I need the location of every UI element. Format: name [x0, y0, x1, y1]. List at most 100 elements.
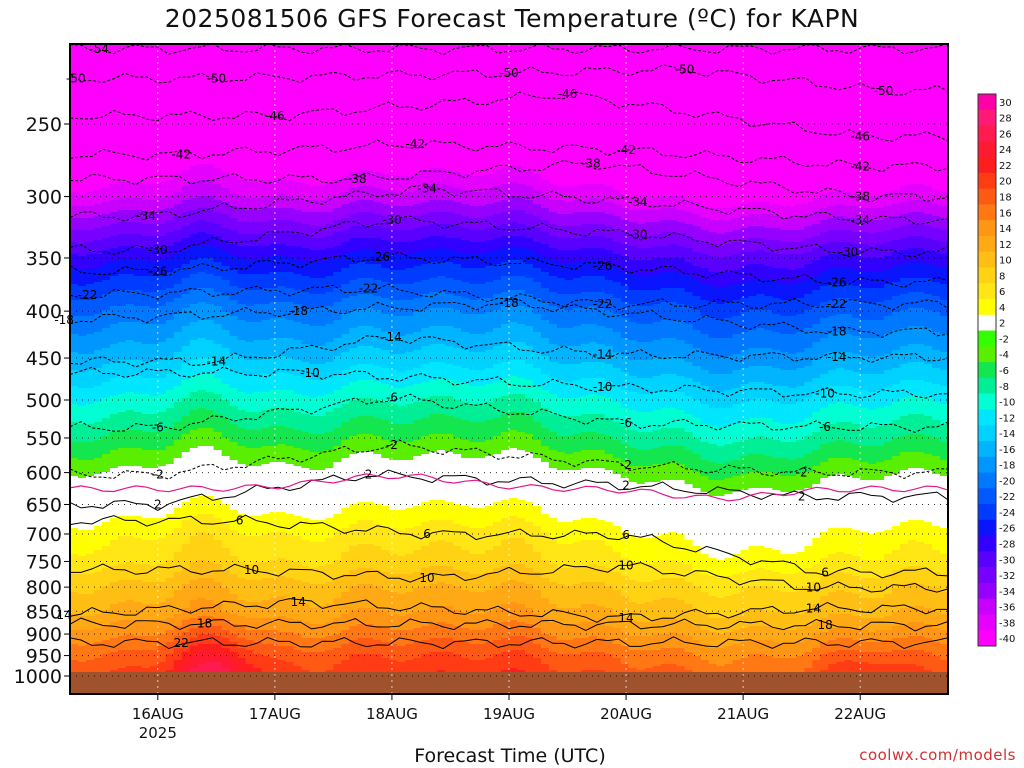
heat-cell	[117, 148, 127, 151]
heat-cell	[85, 102, 95, 105]
heat-cell	[101, 528, 111, 531]
heat-cell	[117, 280, 127, 283]
heat-cell	[77, 584, 87, 587]
heat-cell	[101, 582, 111, 585]
heat-cell	[133, 594, 143, 597]
heat-cell	[70, 332, 79, 335]
heat-cell	[93, 620, 103, 623]
heat-cell	[125, 66, 135, 69]
heat-cell	[93, 136, 103, 139]
heat-cell	[70, 376, 79, 379]
heat-cell	[101, 650, 111, 653]
heat-cell	[133, 410, 143, 413]
heat-cell	[101, 410, 111, 413]
heat-cell	[93, 458, 103, 461]
heat-cell	[93, 418, 103, 421]
heat-cell	[109, 228, 119, 231]
heat-cell	[70, 612, 79, 615]
heat-cell	[93, 88, 103, 91]
heat-cell	[70, 282, 79, 285]
heat-cell	[93, 442, 103, 445]
heat-cell	[93, 348, 103, 351]
heat-cell	[117, 208, 127, 211]
heat-cell	[125, 422, 135, 425]
heat-cell	[125, 78, 135, 81]
heat-cell	[125, 476, 135, 479]
heat-cell	[125, 330, 135, 333]
heat-cell	[93, 238, 103, 241]
heat-cell	[109, 632, 119, 635]
heat-cell	[117, 108, 127, 111]
heat-cell	[125, 432, 135, 435]
heat-cell	[117, 274, 127, 277]
heat-cell	[109, 238, 119, 241]
heat-cell	[101, 58, 111, 61]
heat-cell	[133, 426, 143, 429]
heat-cell	[85, 294, 95, 297]
heat-cell	[109, 250, 119, 253]
heat-cell	[70, 392, 79, 395]
heat-cell	[93, 328, 103, 331]
heat-cell	[125, 420, 135, 423]
heat-cell	[93, 476, 103, 479]
heat-cell	[125, 412, 135, 415]
heat-cell	[101, 240, 111, 243]
heat-cell	[93, 500, 103, 503]
heat-cell	[85, 134, 95, 137]
heat-cell	[133, 118, 143, 121]
heat-cell	[70, 590, 79, 593]
heat-cell	[77, 624, 87, 627]
heat-cell	[70, 280, 79, 283]
heat-cell	[109, 166, 119, 169]
heat-cell	[77, 250, 87, 253]
heat-cell	[70, 156, 79, 159]
heat-cell	[125, 660, 135, 663]
heat-cell	[85, 666, 95, 669]
heat-cell	[109, 414, 119, 417]
heat-cell	[77, 430, 87, 433]
heat-cell	[70, 468, 79, 471]
heat-cell	[93, 262, 103, 265]
heat-cell	[101, 374, 111, 377]
heat-cell	[109, 486, 119, 489]
heat-cell	[77, 192, 87, 195]
heat-cell	[133, 450, 143, 453]
heat-cell	[93, 352, 103, 355]
heat-cell	[70, 326, 79, 329]
heat-cell	[117, 580, 127, 583]
heat-cell	[93, 434, 103, 437]
heat-cell	[109, 318, 119, 321]
heat-cell	[109, 300, 119, 303]
heat-cell	[85, 420, 95, 423]
heat-cell	[93, 664, 103, 667]
heat-cell	[133, 466, 143, 469]
heat-cell	[85, 512, 95, 515]
heat-cell	[125, 394, 135, 397]
heat-cell	[77, 474, 87, 477]
heat-cell	[133, 534, 143, 537]
heat-cell	[125, 150, 135, 153]
heat-cell	[70, 68, 79, 71]
heat-cell	[93, 150, 103, 153]
heat-cell	[93, 670, 103, 673]
heat-cell	[101, 202, 111, 205]
heat-cell	[133, 550, 143, 553]
heat-cell	[133, 462, 143, 465]
heat-cell	[77, 76, 87, 79]
heat-cell	[101, 576, 111, 579]
heat-cell	[125, 646, 135, 649]
heat-cell	[101, 340, 111, 343]
heat-cell	[93, 552, 103, 555]
heat-cell	[70, 582, 79, 585]
heat-cell	[85, 424, 95, 427]
heat-cell	[70, 300, 79, 303]
heat-cell	[77, 494, 87, 497]
heat-cell	[77, 564, 87, 567]
heat-cell	[77, 332, 87, 335]
heat-cell	[85, 260, 95, 263]
heat-cell	[117, 322, 127, 325]
heat-cell	[85, 434, 95, 437]
heat-cell	[85, 584, 95, 587]
heat-cell	[85, 374, 95, 377]
heat-cell	[70, 298, 79, 301]
